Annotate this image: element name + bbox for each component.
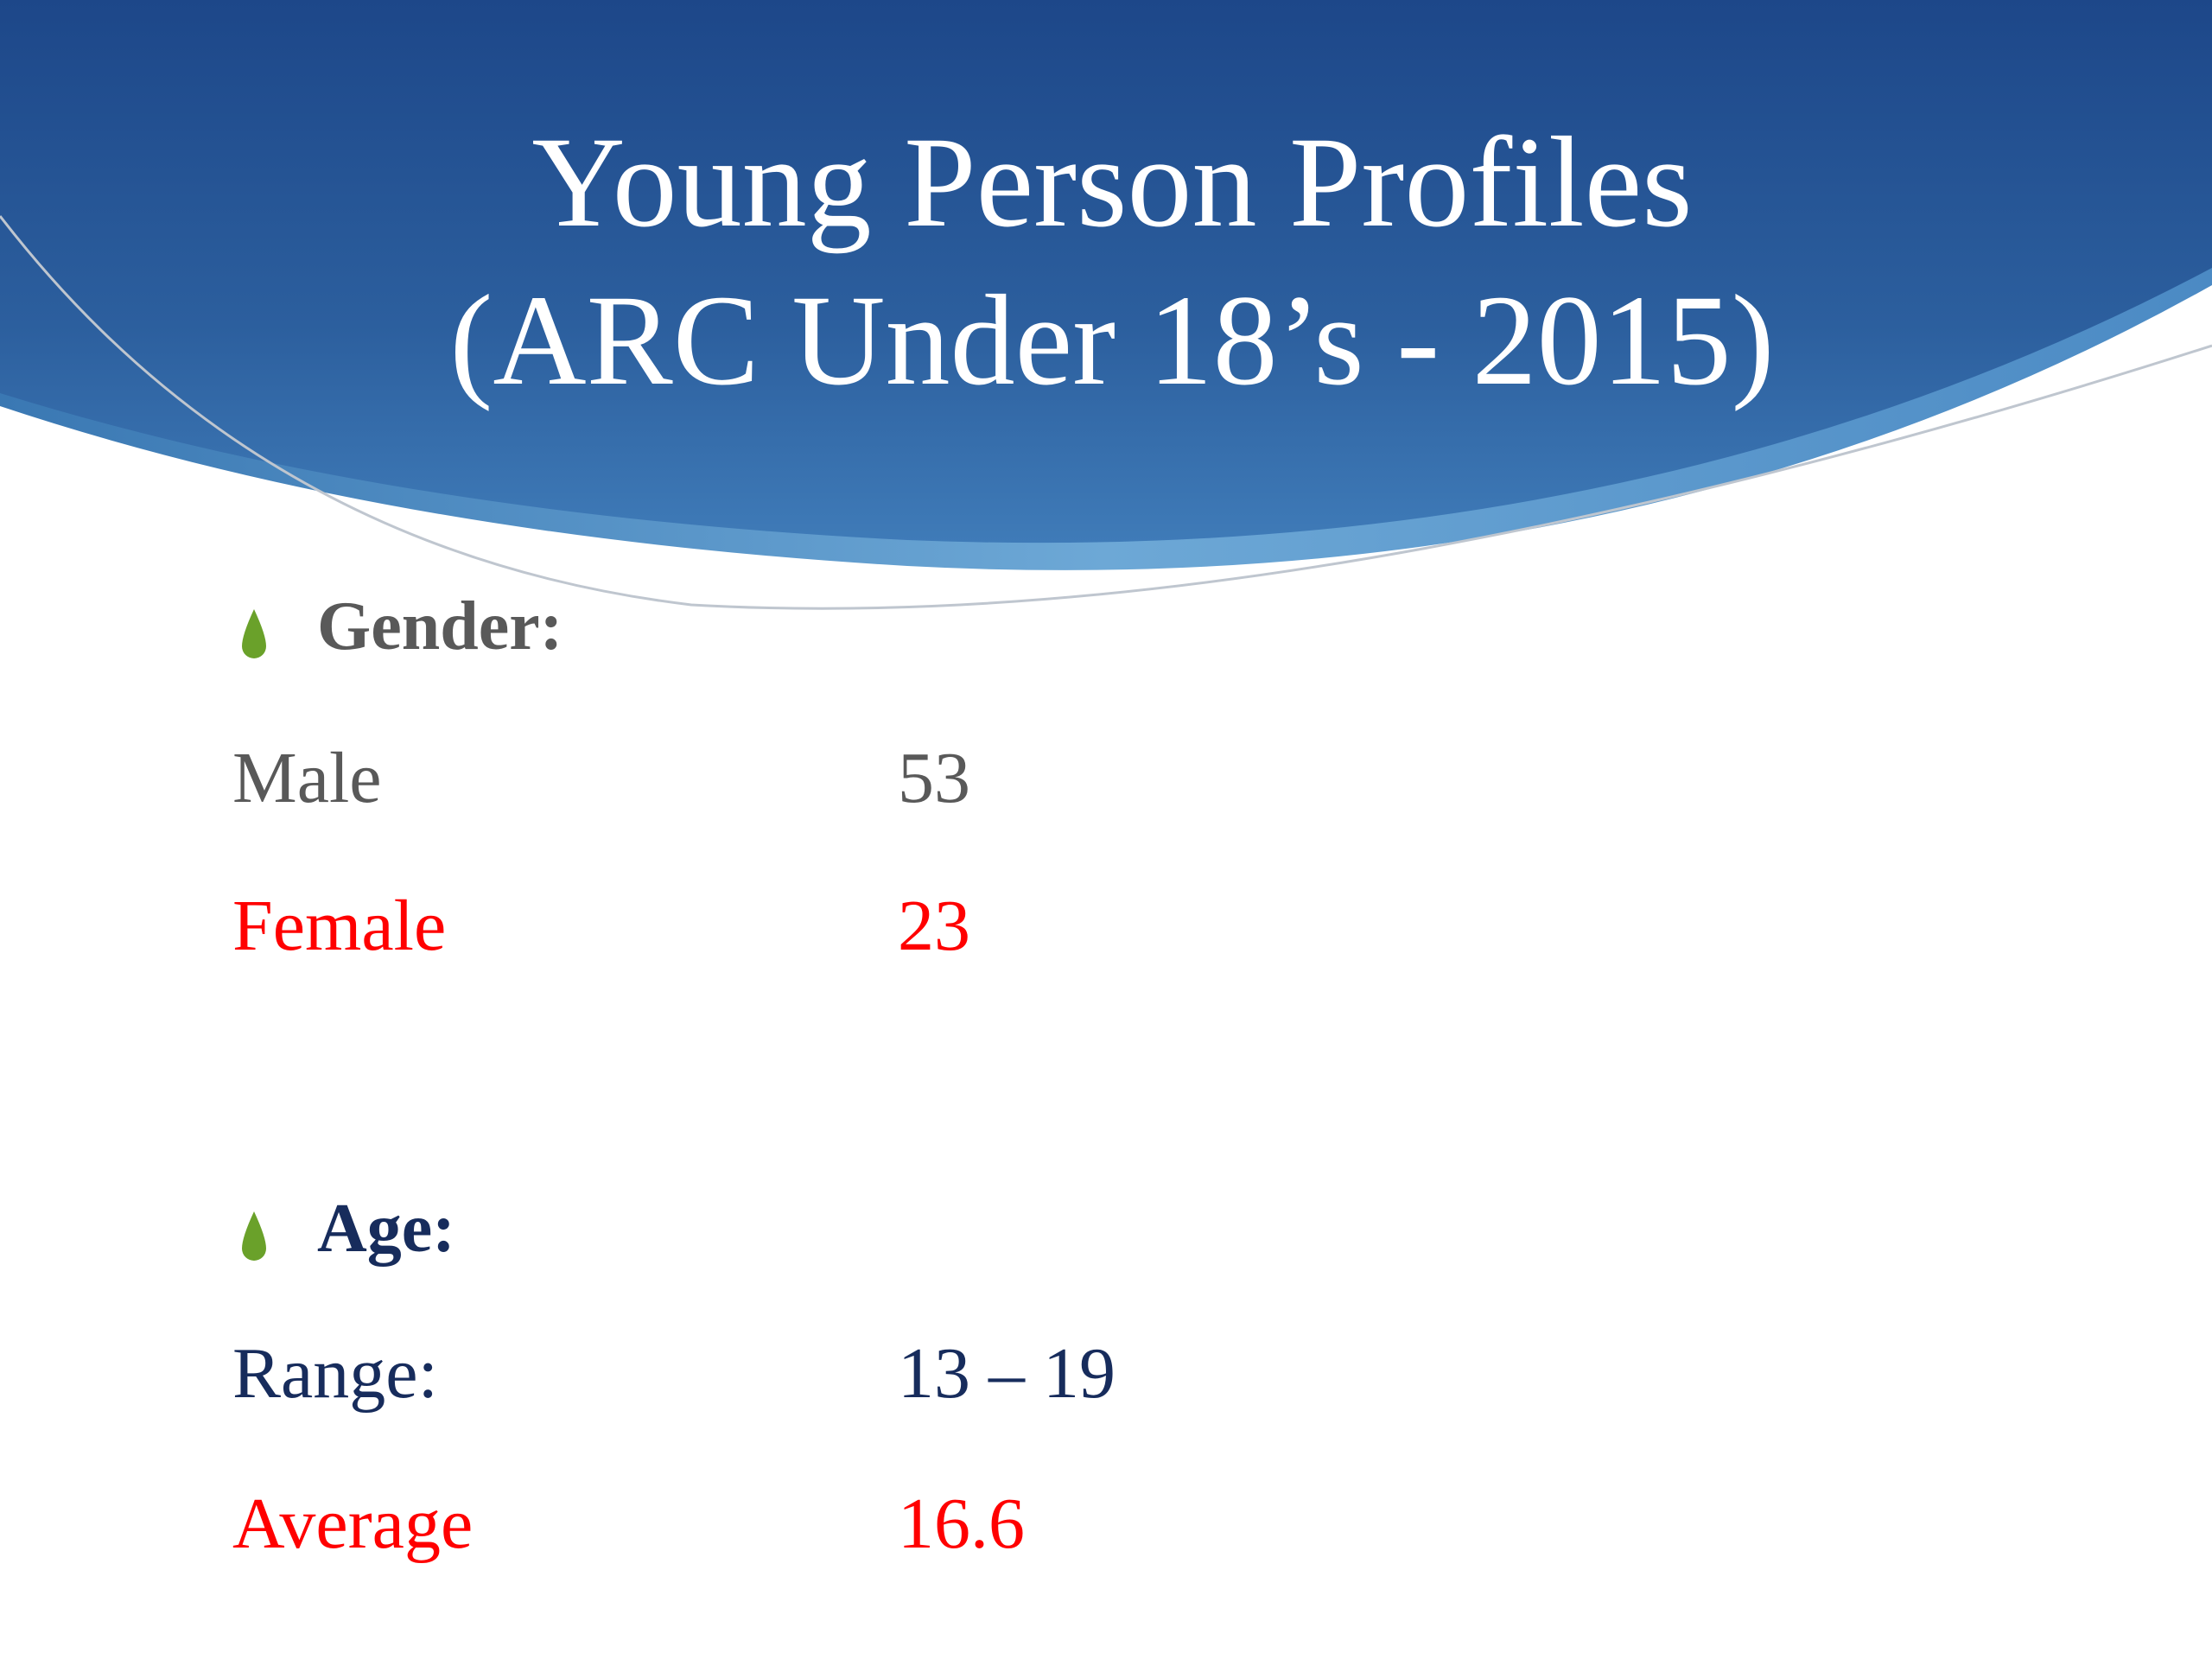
row-value: 16.6 xyxy=(898,1484,1025,1564)
row-value: 13 – 19 xyxy=(898,1333,1116,1414)
title-line: Young Person Profiles xyxy=(531,111,1692,254)
bullet xyxy=(242,1211,266,1261)
row-label: Male xyxy=(232,738,382,818)
title-line: (ARC Under 18’s - 2015) xyxy=(449,269,1774,412)
decorative-curve xyxy=(0,215,2212,610)
row-label: Female xyxy=(232,886,446,966)
header-background xyxy=(0,0,2212,543)
section-heading: Age: xyxy=(317,1191,455,1267)
row-value: 23 xyxy=(898,886,970,966)
row-label: Average xyxy=(232,1484,473,1564)
bullet xyxy=(242,609,266,658)
row-value: 53 xyxy=(898,738,970,818)
section-heading: Gender: xyxy=(317,588,563,664)
row-label: Range: xyxy=(232,1333,438,1414)
